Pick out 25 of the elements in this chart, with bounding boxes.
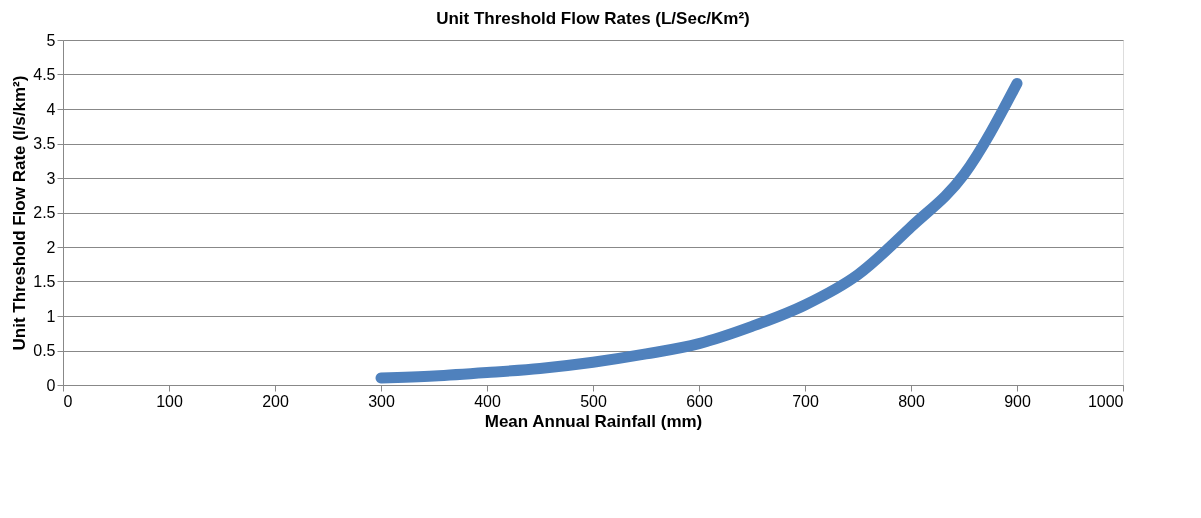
x-axis-title: Mean Annual Rainfall (mm) xyxy=(484,411,703,431)
x-tick-label: 600 xyxy=(686,392,713,410)
x-tick-label: 400 xyxy=(474,392,501,410)
y-tick-label: 1 xyxy=(46,307,56,325)
x-tick-label: 100 xyxy=(156,392,183,410)
x-tick-label: 0 xyxy=(63,392,73,410)
x-tick-label: 900 xyxy=(1004,392,1031,410)
y-tick-label: 4 xyxy=(46,100,56,118)
x-tick-label: 300 xyxy=(368,392,395,410)
y-tick-label: 3.5 xyxy=(33,135,56,152)
x-tick-label: 700 xyxy=(792,392,819,410)
y-axis-title: Unit Threshold Flow Rate (l/s/km²) xyxy=(10,75,30,351)
chart-title: Unit Threshold Flow Rates (L/Sec/Km²) xyxy=(436,9,750,28)
y-tick-label: 0 xyxy=(46,376,56,394)
y-tick-label: 2 xyxy=(46,238,56,256)
y-tick-label: 3 xyxy=(46,169,56,187)
x-tick-label: 500 xyxy=(580,392,607,410)
x-tick-label: 200 xyxy=(262,392,289,410)
y-tick-label: 5 xyxy=(46,31,56,49)
y-tick-label: 4.5 xyxy=(33,66,56,83)
x-tick-label: 1000 xyxy=(1087,392,1124,410)
y-tick-label: 1.5 xyxy=(33,273,56,290)
y-tick-label: 2.5 xyxy=(33,204,56,221)
y-tick-label: 0.5 xyxy=(33,342,56,359)
x-tick-label: 800 xyxy=(898,392,925,410)
